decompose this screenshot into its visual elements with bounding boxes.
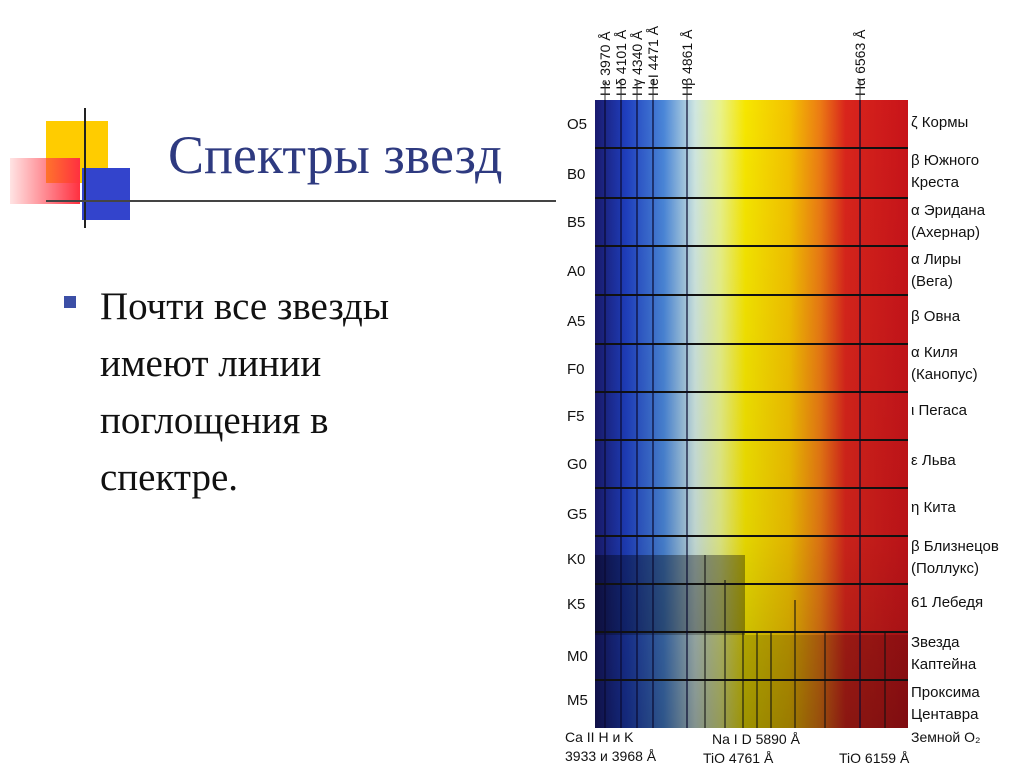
decor-horizontal-line xyxy=(46,200,556,202)
star-name: 61 Лебедя xyxy=(911,592,983,614)
star-name-line: Креста xyxy=(911,174,959,191)
star-name: α Киля (Канопус) xyxy=(911,342,978,386)
spectral-class-label: M5 xyxy=(567,692,588,709)
spectral-class-label: K5 xyxy=(567,596,586,613)
bottom-label-earth-o2: Земной O₂ xyxy=(911,729,981,745)
star-name-line: (Поллукс) xyxy=(911,560,980,577)
stellar-spectra-figure: Hε 3970 Å Hδ 4101 Å Hγ 4340 Å HeI 4471 Å… xyxy=(555,0,1024,767)
star-name: Проксима Центавра xyxy=(911,682,980,726)
decor-red-square xyxy=(10,158,80,204)
spectral-class-label: B5 xyxy=(567,214,586,231)
bullet-icon xyxy=(64,296,76,308)
star-name-line: (Ахернар) xyxy=(911,224,980,241)
spectral-class-label: M0 xyxy=(567,648,588,665)
star-name-line: ζ Кормы xyxy=(911,114,969,131)
star-name: β Близнецов (Поллукс) xyxy=(911,536,999,580)
star-name: ε Льва xyxy=(911,450,956,472)
star-name-line: (Канопус) xyxy=(911,366,978,383)
spectral-class-label: G5 xyxy=(567,506,588,523)
star-name: α Лиры (Вега) xyxy=(911,249,961,293)
bottom-label-ca: Ca II H и K xyxy=(565,729,634,745)
spectral-class-label: F5 xyxy=(567,408,585,425)
star-name-line: β Близнецов xyxy=(911,538,999,555)
star-name-line: Каптейна xyxy=(911,656,977,673)
star-name-line: α Лиры xyxy=(911,251,962,268)
star-name: Звезда Каптейна xyxy=(911,632,976,676)
bullet-line: Почти все звезды xyxy=(100,285,390,328)
spectral-class-label: G0 xyxy=(567,456,588,473)
star-name-line: ε Льва xyxy=(911,452,956,469)
bottom-label-tio1: TiO 4761 Å xyxy=(703,750,774,766)
decor-blue-square xyxy=(82,168,130,220)
star-name-line: β Овна xyxy=(911,308,961,325)
star-name-line: (Вега) xyxy=(911,273,953,290)
star-name: α Эридана (Ахернар) xyxy=(911,200,985,244)
bullet-line: имеют линии xyxy=(100,342,322,385)
star-name-line: Проксима xyxy=(911,684,980,701)
star-name-line: η Кита xyxy=(911,499,956,516)
bullet-line: поглощения в xyxy=(100,399,329,442)
top-tick-lines xyxy=(604,80,861,100)
star-name-line: α Киля xyxy=(911,344,958,361)
star-name: β Южного Креста xyxy=(911,150,979,194)
star-name-line: Центавра xyxy=(911,706,979,723)
spectrum-bands xyxy=(595,100,908,728)
bottom-label-tio2: TiO 6159 Å xyxy=(839,750,910,766)
star-name-line: Звезда xyxy=(911,634,960,651)
star-name-line: 61 Лебедя xyxy=(911,594,984,611)
spectral-class-label: B0 xyxy=(567,166,586,183)
spectral-class-label: A5 xyxy=(567,313,586,330)
spectral-class-label: A0 xyxy=(567,263,586,280)
slide-title: Спектры звезд xyxy=(168,125,503,185)
star-name-line: β Южного xyxy=(911,152,980,169)
bullet-text: Почти все звезды имеют линии поглощения … xyxy=(100,278,500,506)
star-name-line: ι Пегаса xyxy=(911,402,967,419)
bottom-label-na: Na I D 5890 Å xyxy=(712,731,800,747)
spectral-class-label: K0 xyxy=(567,551,586,568)
spectral-class-label: F0 xyxy=(567,361,585,378)
decor-vertical-line xyxy=(84,108,86,228)
star-name: ι Пегаса xyxy=(911,400,967,422)
star-name: η Кита xyxy=(911,497,956,519)
star-name: β Овна xyxy=(911,306,960,328)
star-name-line: α Эридана xyxy=(911,202,986,219)
star-name: ζ Кормы xyxy=(911,112,968,134)
bottom-label-ca-wavelength: 3933 и 3968 Å xyxy=(565,748,657,764)
bullet-line: спектре. xyxy=(100,456,239,499)
spectral-class-label: O5 xyxy=(567,116,588,133)
